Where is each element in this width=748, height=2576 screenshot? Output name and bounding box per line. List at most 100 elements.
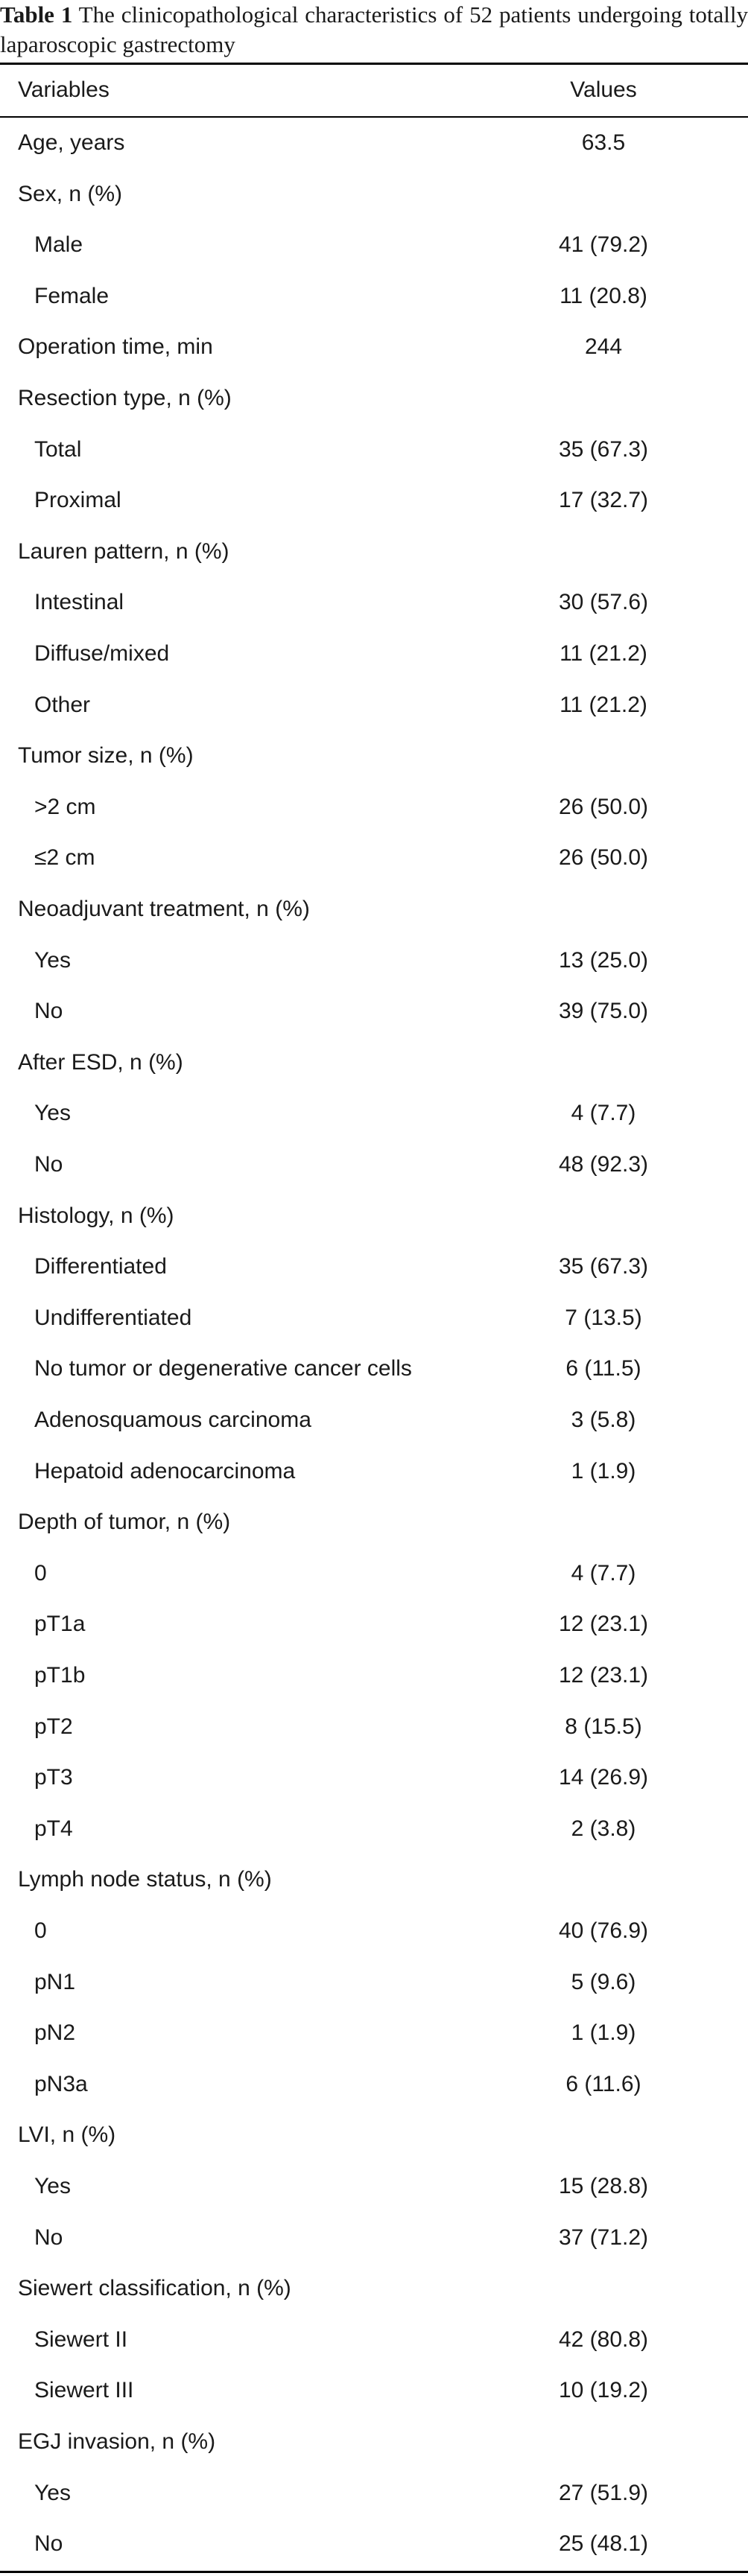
table-row: Siewert II 42 (80.8)	[0, 2315, 748, 2366]
row-value: 2 (3.8)	[571, 1816, 636, 1841]
row-variable: Tumor size, n (%)	[18, 743, 194, 769]
row-variable: Hepatoid adenocarcinoma	[34, 1458, 296, 1483]
row-value: 25 (48.1)	[558, 2531, 649, 2557]
table-row: Male 41 (79.2)	[0, 220, 748, 271]
row-variable: No	[34, 1152, 63, 1177]
row-value: 26 (50.0)	[558, 794, 649, 819]
row-variable: Differentiated	[34, 1254, 167, 1279]
table-caption-label: Table 1	[0, 1, 73, 28]
row-variable: 0	[34, 1560, 47, 1586]
table-row: No 48 (92.3)	[0, 1139, 748, 1191]
table-row: Intestinal 30 (57.6)	[0, 577, 748, 629]
row-variable: pN3a	[34, 2071, 88, 2096]
row-value: 14 (26.9)	[558, 1765, 649, 1790]
row-variable: pT1b	[34, 1663, 86, 1688]
row-value: 7 (13.5)	[565, 1305, 642, 1330]
row-value: 15 (28.8)	[558, 2174, 649, 2198]
table-row: Histology, n (%)	[0, 1191, 748, 1242]
table-row: Other 11 (21.2)	[0, 680, 748, 731]
table-row: Proximal 17 (32.7)	[0, 475, 748, 527]
row-variable: EGJ invasion, n (%)	[18, 2429, 216, 2454]
table-row: Hepatoid adenocarcinoma 1 (1.9)	[0, 1446, 748, 1498]
table-row: pT4 2 (3.8)	[0, 1804, 748, 1855]
row-value: 35 (67.3)	[558, 436, 649, 462]
table-row: ≤2 cm 26 (50.0)	[0, 833, 748, 884]
row-variable: pT3	[34, 1765, 73, 1790]
table-row: Yes 15 (28.8)	[0, 2161, 748, 2213]
row-value: 17 (32.7)	[558, 488, 649, 513]
row-variable: Siewert III	[34, 2378, 134, 2403]
row-variable: Adenosquamous carcinoma	[34, 1408, 311, 1432]
row-variable: After ESD, n (%)	[18, 1049, 183, 1075]
row-value: 4 (7.7)	[571, 1101, 636, 1126]
row-value: 1 (1.9)	[571, 2020, 636, 2046]
row-value: 1 (1.9)	[571, 1458, 636, 1483]
table-row: Undifferentiated 7 (13.5)	[0, 1293, 748, 1344]
row-variable: LVI, n (%)	[18, 2122, 116, 2148]
table-row: 0 4 (7.7)	[0, 1548, 748, 1600]
table-row: Differentiated 35 (67.3)	[0, 1241, 748, 1293]
row-variable: Yes	[34, 1101, 71, 1126]
row-variable: ≤2 cm	[34, 845, 95, 871]
row-variable: Yes	[34, 2480, 71, 2505]
row-variable: No tumor or degenerative cancer cells	[34, 1356, 412, 1381]
table-row: pT1a 12 (23.1)	[0, 1599, 748, 1650]
row-value: 39 (75.0)	[558, 999, 649, 1024]
row-variable: Yes	[34, 947, 71, 973]
table-row: Yes 27 (51.9)	[0, 2468, 748, 2519]
table-row: No 37 (71.2)	[0, 2213, 748, 2264]
row-variable: No	[34, 2224, 63, 2250]
row-value: 41 (79.2)	[558, 232, 649, 258]
row-variable: Diffuse/mixed	[34, 641, 170, 666]
table-row: Resection type, n (%)	[0, 373, 748, 424]
row-value: 244	[584, 334, 623, 360]
table-row: 0 40 (76.9)	[0, 1906, 748, 1957]
row-variable: Total	[34, 436, 82, 462]
table-row: Total 35 (67.3)	[0, 424, 748, 476]
row-value: 30 (57.6)	[558, 590, 649, 615]
table-row: Yes 4 (7.7)	[0, 1088, 748, 1139]
row-value: 10 (19.2)	[558, 2378, 649, 2403]
table-row: Yes 13 (25.0)	[0, 935, 748, 987]
row-value: 6 (11.5)	[565, 1356, 641, 1381]
row-variable: Sex, n (%)	[18, 181, 123, 206]
row-value: 37 (71.2)	[558, 2224, 649, 2250]
table-row: EGJ invasion, n (%)	[0, 2417, 748, 2468]
row-value: 63.5	[581, 130, 626, 155]
row-variable: No	[34, 2531, 63, 2557]
row-value: 8 (15.5)	[565, 1714, 642, 1739]
row-variable: Age, years	[18, 130, 125, 155]
table-row: pN1 5 (9.6)	[0, 1957, 748, 2009]
row-value: 11 (21.2)	[560, 641, 647, 666]
table-row: No tumor or degenerative cancer cells 6 (…	[0, 1343, 748, 1395]
row-variable: Yes	[34, 2174, 71, 2198]
row-value: 11 (20.8)	[560, 283, 647, 308]
row-variable: pT4	[34, 1816, 73, 1841]
table-row: >2 cm 26 (50.0)	[0, 782, 748, 833]
row-variable: 0	[34, 1918, 47, 1943]
table-header-rule	[0, 116, 748, 118]
row-value: 6 (11.6)	[565, 2071, 641, 2096]
table-caption: Table 1 The clinicopathological characte…	[0, 0, 748, 60]
row-value: 26 (50.0)	[558, 845, 649, 871]
header-values: Values	[570, 77, 637, 102]
row-value: 48 (92.3)	[558, 1152, 649, 1177]
row-variable: Intestinal	[34, 590, 124, 615]
row-variable: Female	[34, 283, 110, 308]
table-row: pN2 1 (1.9)	[0, 2008, 748, 2059]
table-top-rule	[0, 63, 748, 65]
row-variable: Resection type, n (%)	[18, 386, 232, 410]
row-variable: Siewert classification, n (%)	[18, 2276, 291, 2301]
table-row: Lymph node status, n (%)	[0, 1854, 748, 1906]
row-value: 3 (5.8)	[571, 1408, 636, 1432]
row-value: 35 (67.3)	[558, 1254, 649, 1279]
row-variable: pN2	[34, 2020, 76, 2046]
row-value: 13 (25.0)	[558, 947, 649, 973]
table-row: Age, years 63.5	[0, 118, 748, 169]
table-caption-text: The clinicopathological characteristics …	[0, 1, 748, 57]
row-variable: Depth of tumor, n (%)	[18, 1510, 231, 1535]
row-variable: pN1	[34, 1969, 76, 1994]
table-row: Siewert classification, n (%)	[0, 2263, 748, 2315]
row-variable: pT1a	[34, 1612, 86, 1637]
